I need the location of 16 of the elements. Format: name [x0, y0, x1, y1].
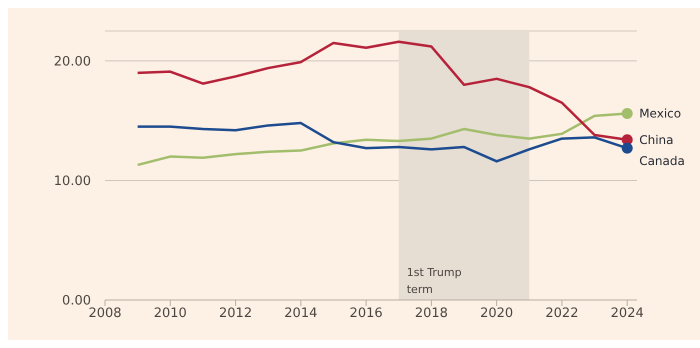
band-label: 1st Trump term [406, 266, 462, 296]
x-tick-label: 2014 [284, 306, 318, 322]
x-tick-label: 2010 [154, 306, 187, 322]
series-label: Canada [639, 154, 685, 168]
y-tick-label: 20.00 [54, 54, 91, 70]
y-tick-label: 10.00 [54, 174, 91, 190]
series-label: Mexico [639, 106, 682, 120]
x-tick-label: 2012 [219, 306, 252, 322]
y-tick-label: 0.00 [62, 294, 91, 309]
series-label: China [639, 132, 674, 147]
x-tick-label: 2018 [414, 306, 448, 322]
x-tick-label: 2024 [610, 306, 644, 322]
x-tick-label: 2020 [480, 306, 514, 322]
x-tick-label: 2016 [350, 306, 383, 322]
x-tick-label: 2008 [88, 306, 122, 322]
x-tick-label: 2022 [545, 306, 578, 322]
